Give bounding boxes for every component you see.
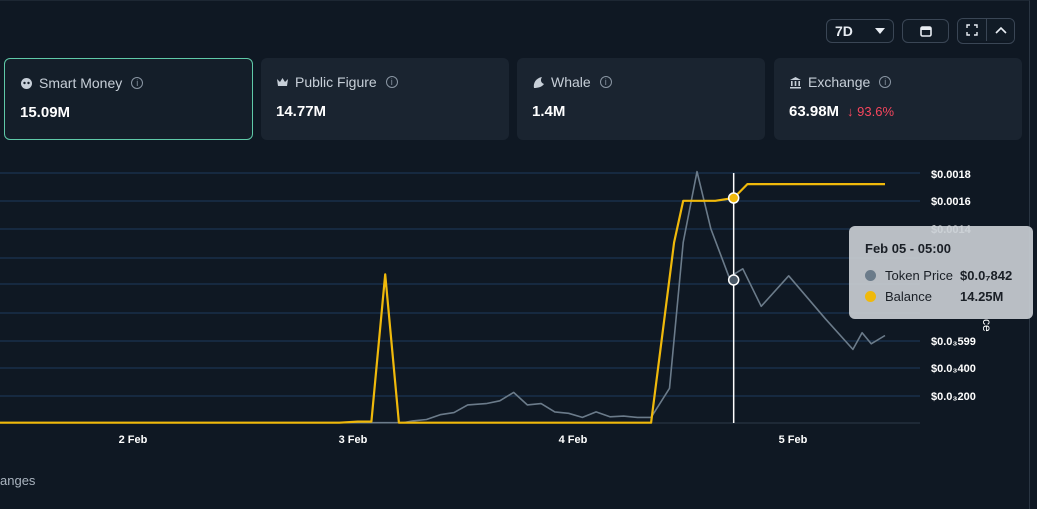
whale-icon xyxy=(533,76,544,88)
chevron-up-icon xyxy=(994,26,1007,34)
fullscreen-button[interactable] xyxy=(958,19,986,41)
change-badge: ↓ 93.6% xyxy=(847,104,895,119)
y-tick-label: $0.0₃200 xyxy=(931,391,976,403)
card-whale[interactable]: Whale i 1.4M xyxy=(517,58,765,140)
tooltip-label: Token Price xyxy=(885,268,953,283)
tooltip-label: Balance xyxy=(885,289,932,304)
card-public-figure[interactable]: Public Figure i 14.77M xyxy=(261,58,509,140)
fullscreen-icon xyxy=(966,24,978,36)
balance-hover-point xyxy=(727,192,740,204)
bank-icon xyxy=(790,76,801,88)
collapse-button[interactable] xyxy=(986,19,1014,41)
chart-toolbar: 7D xyxy=(826,18,1015,44)
card-label: Exchange xyxy=(808,74,871,90)
chart-tooltip: Feb 05 - 05:00 Token Price $0.0₇842 Bala… xyxy=(849,226,1033,319)
card-smart-money[interactable]: Smart Money i 15.09M xyxy=(4,58,253,140)
balance-legend-dot xyxy=(865,291,876,302)
card-value: 15.09M xyxy=(20,104,71,121)
x-tick-label: 5 Feb xyxy=(779,434,808,446)
tooltip-row-price: Token Price $0.0₇842 xyxy=(865,268,1017,283)
x-tick-label: 3 Feb xyxy=(339,434,368,446)
info-icon[interactable]: i xyxy=(599,76,612,88)
info-icon[interactable]: i xyxy=(385,76,398,88)
info-icon[interactable]: i xyxy=(879,76,892,88)
x-tick-label: 2 Feb xyxy=(119,434,148,446)
y-tick-label: $0.0018 xyxy=(931,169,971,181)
tooltip-title: Feb 05 - 05:00 xyxy=(865,241,951,256)
card-header: Public Figure i xyxy=(276,74,494,90)
crown-icon xyxy=(277,77,288,86)
card-header: Smart Money i xyxy=(20,75,237,91)
calendar-icon xyxy=(919,26,932,37)
brain-icon xyxy=(21,77,32,89)
tooltip-value: 14.25M xyxy=(960,289,1004,304)
y-tick-label: $0.0016 xyxy=(931,196,971,208)
card-label: Public Figure xyxy=(295,74,377,90)
card-value: 63.98M xyxy=(789,103,840,120)
time-range-label: 7D xyxy=(835,23,853,39)
token-price-line xyxy=(0,170,886,424)
info-icon[interactable]: i xyxy=(131,77,144,89)
card-label: Smart Money xyxy=(39,75,123,91)
balance-line xyxy=(0,182,885,424)
card-value: 1.4M xyxy=(532,103,566,120)
tooltip-row-balance: Balance 14.25M xyxy=(865,289,1017,304)
view-controls xyxy=(957,18,1015,44)
y-tick-label: $0.0₃599 xyxy=(931,336,976,348)
footer-text: anges xyxy=(0,473,36,488)
chevron-down-icon xyxy=(875,28,885,34)
axis-side-label: ce xyxy=(980,319,994,332)
price-hover-point xyxy=(727,274,740,286)
card-label: Whale xyxy=(551,74,591,90)
price-legend-dot xyxy=(865,270,876,281)
x-tick-label: 4 Feb xyxy=(559,434,588,446)
card-header: Whale i xyxy=(532,74,750,90)
time-range-select[interactable]: 7D xyxy=(826,19,894,43)
card-header: Exchange i xyxy=(789,74,1007,90)
calendar-button[interactable] xyxy=(902,19,949,43)
tooltip-value: $0.0₇842 xyxy=(960,268,1013,283)
card-exchange[interactable]: Exchange i 63.98M ↓ 93.6% xyxy=(774,58,1022,140)
price-balance-chart[interactable]: $0.0018$0.0016$0.0014$0.0₃599$0.0₃400$0.… xyxy=(0,151,1030,451)
y-tick-label: $0.0₃400 xyxy=(931,363,976,375)
card-value: 14.77M xyxy=(276,103,327,120)
